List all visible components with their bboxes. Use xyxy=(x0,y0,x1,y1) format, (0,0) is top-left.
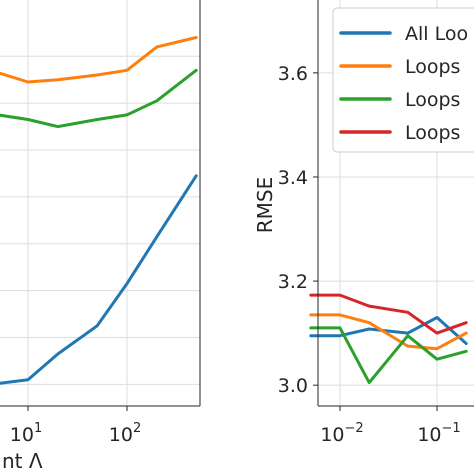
right-series-line-1 xyxy=(309,316,468,345)
left-x-tick-labels: 101 102 xyxy=(10,406,141,446)
right-y-tick-labels: 3.0 3.2 3.4 3.6 xyxy=(278,63,318,397)
left-series-line-2 xyxy=(0,36,198,84)
right-x-tick-label-2-exponent: −1 xyxy=(442,421,461,436)
right-subplot: 3.03.23.43.6 10−2 10−1 RMSE All LooLoopsL… xyxy=(253,0,474,446)
right-x-tick-label-2-base: 10 xyxy=(417,424,441,446)
right-y-tick-label-1: 3.0 xyxy=(278,375,308,397)
left-series-line-3 xyxy=(0,68,198,129)
left-x-tick-label-1-base: 10 xyxy=(10,424,34,446)
right-series-line-3 xyxy=(309,326,468,385)
legend-label-3: Loops xyxy=(405,89,460,111)
legend-label-1: All Loo xyxy=(405,23,468,45)
right-x-tick-label-2: 10−1 xyxy=(417,421,460,446)
right-y-tick-label-3: 3.4 xyxy=(278,167,308,189)
right-series-line-4 xyxy=(309,293,468,335)
right-y-tick-label-2: 3.2 xyxy=(278,271,308,293)
right-x-tick-label-1-base: 10 xyxy=(320,424,344,446)
right-x-tick-label-1: 10−2 xyxy=(320,421,363,446)
left-x-tick-label-2-exponent: 2 xyxy=(133,421,141,436)
right-y-axis-label: RMSE xyxy=(253,177,277,233)
left-subplot: 101 102 nt Λ xyxy=(0,0,201,473)
right-x-tick-labels: 10−2 10−1 xyxy=(320,406,461,446)
right-series-line-2 xyxy=(309,313,468,351)
right-series-lines xyxy=(309,293,468,385)
left-x-tick-label-2: 102 xyxy=(109,421,141,446)
legend-frame xyxy=(332,7,474,153)
right-y-tick-label-4: 3.6 xyxy=(278,63,308,85)
legend: All Loo Loops Loops Loops xyxy=(332,7,474,153)
left-series-lines xyxy=(0,36,198,385)
legend-label-2: Loops xyxy=(405,56,460,78)
left-x-axis-label: nt Λ xyxy=(2,449,43,473)
right-x-tick-label-1-exponent: −2 xyxy=(345,421,364,436)
left-x-tick-label-2-base: 10 xyxy=(109,424,133,446)
left-series-line-1 xyxy=(0,174,198,385)
left-gridlines xyxy=(0,0,200,406)
legend-label-4: Loops xyxy=(405,122,460,144)
legend-entries: All Loo Loops Loops Loops xyxy=(339,23,468,144)
left-x-tick-label-1-exponent: 1 xyxy=(34,421,42,436)
left-x-tick-label-1: 101 xyxy=(10,421,42,446)
